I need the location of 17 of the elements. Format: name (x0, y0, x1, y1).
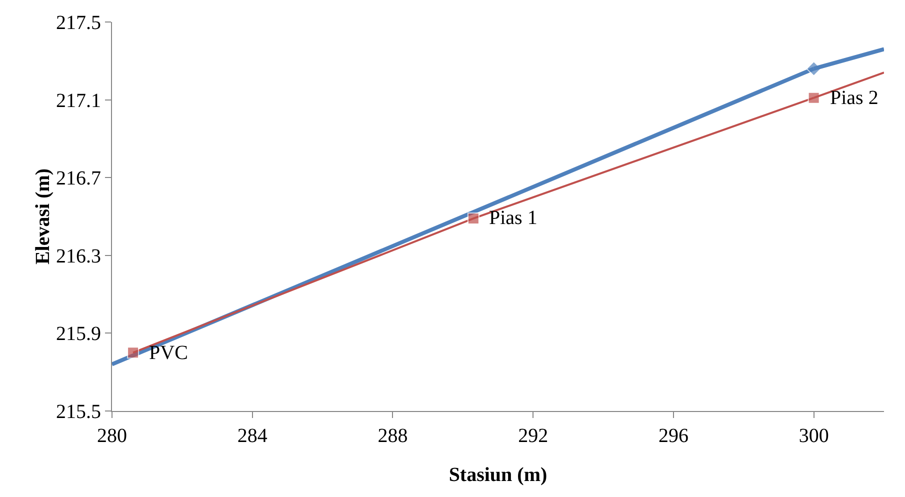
y-tick-label: 216.7 (56, 168, 101, 190)
x-tick-label: 280 (97, 425, 127, 447)
y-tick-label: 216.3 (56, 245, 101, 268)
annotation: Pias 1 (489, 207, 538, 229)
x-tick-label: 284 (237, 425, 268, 447)
x-tick-label: 300 (798, 425, 829, 447)
y-axis-title: Elevasi (m) (32, 168, 54, 265)
y-tick-label: 215.5 (56, 401, 101, 423)
y-tick-label: 215.9 (56, 323, 101, 346)
x-tick-label: 288 (378, 425, 408, 447)
x-tick-label: 296 (658, 425, 688, 447)
annotation: PVC (149, 342, 188, 364)
annotation: Pias 2 (830, 87, 878, 109)
y-tick-label: 217.5 (56, 12, 101, 34)
x-axis-title: Stasiun (m) (448, 464, 548, 486)
y-tick-label: 217.1 (56, 90, 101, 112)
x-tick-label: 292 (518, 425, 548, 447)
